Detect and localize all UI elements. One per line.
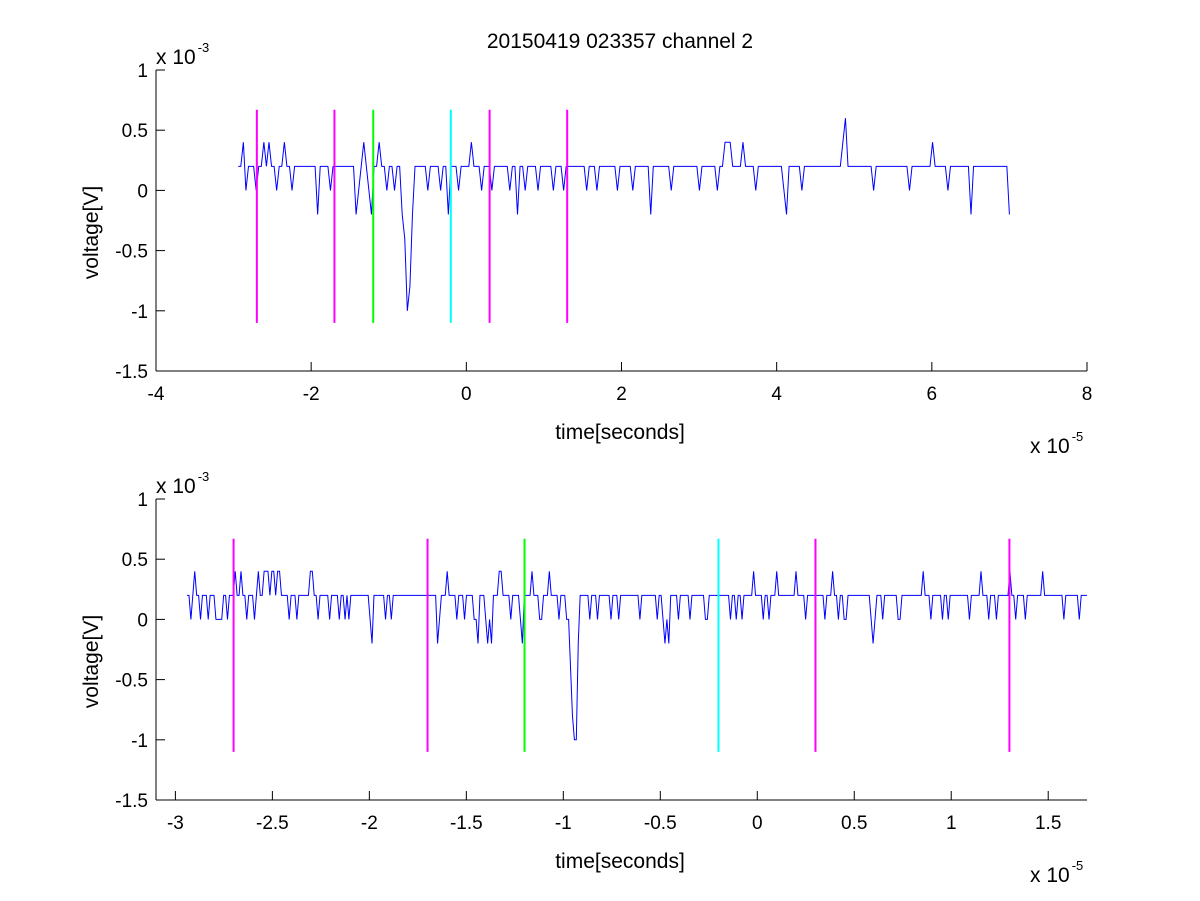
voltage-series-line [238, 118, 1010, 311]
x-exponent-power: -5 [1072, 429, 1084, 444]
y-tick-label: 0 [137, 610, 148, 631]
x-tick-label: 2 [616, 384, 627, 405]
x-tick-label: -2 [361, 813, 378, 834]
y-exponent-power: -3 [198, 40, 210, 55]
y-exponent-power: -3 [198, 469, 210, 484]
x-tick-label: -1.5 [450, 813, 483, 834]
chart-title: 20150419 023357 channel 2 [487, 30, 753, 53]
y-tick-label: 1 [137, 490, 148, 511]
y-tick-label: 0.5 [122, 550, 148, 571]
y-tick-label: 1 [137, 61, 148, 82]
voltage-series-line [187, 570, 1087, 741]
x-tick-label: -2 [303, 384, 320, 405]
y-tick-label: -0.5 [115, 242, 148, 263]
y-tick-label: -1.5 [115, 362, 148, 383]
x-tick-label: 1.5 [1035, 813, 1061, 834]
y-tick-label: -0.5 [115, 671, 148, 692]
y-tick-label: -1 [131, 731, 148, 752]
x-tick-label: 0.5 [841, 813, 867, 834]
y-tick-label: -1 [131, 302, 148, 323]
x-tick-label: -4 [148, 384, 165, 405]
y-tick-label: 0.5 [122, 121, 148, 142]
x-exponent-base: x 10 [1030, 435, 1070, 458]
x-tick-label: -0.5 [644, 813, 677, 834]
x-tick-label: 6 [927, 384, 938, 405]
y-tick-label: -1.5 [115, 791, 148, 812]
y-exponent-base: x 10 [156, 46, 196, 69]
x-exponent-label: x 10 -5 [1030, 858, 1083, 887]
x-axis-label: time[seconds] [555, 850, 685, 873]
x-tick-label: 0 [461, 384, 472, 405]
x-exponent-power: -5 [1072, 858, 1084, 873]
x-tick-label: 4 [771, 384, 782, 405]
x-axis-label: time[seconds] [555, 421, 685, 444]
x-tick-label: -2.5 [256, 813, 289, 834]
bottom-plot: -3 -2.5 -2 -1.5 -1 -0.5 0 0.5 1 1.5 -1.5 -1 -0.5 0 0.5… [80, 469, 1087, 887]
x-tick-label: -3 [167, 813, 184, 834]
x-tick-label: 8 [1082, 384, 1093, 405]
y-exponent-base: x 10 [156, 475, 196, 498]
y-exponent-label: x 10 -3 [156, 469, 209, 498]
x-exponent-label: x 10 -5 [1030, 429, 1083, 458]
y-tick-label: 0 [137, 181, 148, 202]
x-tick-label: 1 [946, 813, 957, 834]
y-axis-label: voltage[V] [80, 186, 103, 279]
top-plot: -4 -2 0 2 4 6 8 -1.5 -1 -0.5 0 0.5 1 time[seconds] vol… [80, 40, 1092, 458]
y-axis-label: voltage[V] [80, 615, 103, 708]
x-tick-label: 0 [752, 813, 763, 834]
y-exponent-label: x 10 -3 [156, 40, 209, 69]
x-exponent-base: x 10 [1030, 864, 1070, 887]
x-tick-label: -1 [555, 813, 572, 834]
